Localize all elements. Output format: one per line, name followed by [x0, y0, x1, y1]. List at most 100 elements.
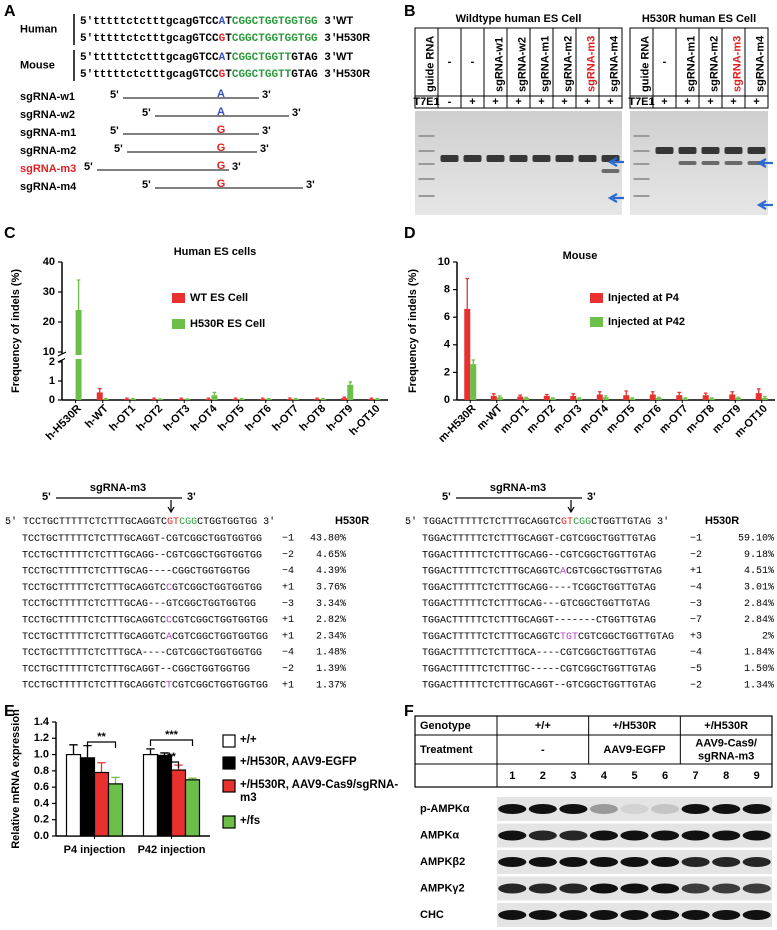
y-tick-label: 2 — [444, 366, 450, 378]
indel: −1 — [282, 534, 294, 545]
sequence-part: 5' — [405, 516, 423, 528]
bar — [374, 399, 381, 400]
percent: 1.34% — [744, 680, 774, 691]
bar — [151, 399, 158, 400]
blot-band — [620, 883, 649, 894]
indel: +1 — [282, 583, 294, 594]
three-prime: 3' — [260, 143, 269, 155]
y-tick-label: 40 — [43, 256, 55, 268]
axis-break — [57, 357, 67, 363]
sequence-part: 5'tttttctctttgcagGTCC — [80, 69, 219, 81]
error-bar — [544, 393, 549, 396]
sequence-part: TGT — [560, 631, 578, 642]
treatment: - — [541, 744, 545, 756]
blot-band — [559, 830, 588, 841]
legend-item: +/+ — [240, 734, 257, 746]
blot-band — [742, 883, 771, 894]
y-tick-label: 1.2 — [34, 732, 49, 744]
y-tick-label: 1.4 — [34, 716, 50, 728]
sequence-part: CTGGTTGTAG — [591, 517, 651, 528]
gel-band — [701, 147, 720, 154]
genotype: +/H530R — [613, 720, 657, 732]
blot-label: CHC — [420, 909, 444, 921]
y-tick-label: 1 — [49, 375, 55, 387]
chart-title: Mouse — [563, 250, 598, 262]
alignment-row: TCCTGCTTTTTCTCTTTGCAG---GTCGGCTGGTGGTGG — [22, 599, 256, 610]
sequence-part: TCCTGCTTTTTCTCTTTGCAGG--CGTCGGCTGGTGGTGG — [22, 550, 262, 561]
percent: 9.18% — [744, 550, 774, 561]
bar — [170, 769, 187, 837]
error-bar — [736, 396, 741, 398]
lane-number: 4 — [601, 770, 608, 782]
blot-band — [589, 910, 618, 920]
sequence: 5'tttttctctttgcagGTCCGTCGGCTGGTGGTGG 3' — [80, 33, 337, 45]
bar — [178, 399, 185, 400]
sequence-part: CGTCGGCTGGTTGTAG — [578, 631, 674, 642]
species-label: Mouse — [20, 59, 55, 71]
indel: −2 — [690, 680, 702, 691]
sequence-part: CGTCGGCTGGTTGTAG — [566, 566, 662, 577]
three-prime: 3' — [187, 491, 196, 503]
sgrna-target: G — [217, 124, 226, 136]
blot-band — [528, 830, 557, 841]
x-tick-label: h-OT1 — [107, 403, 138, 434]
error-bar — [677, 391, 682, 396]
lane-table — [414, 27, 623, 109]
error-bar — [158, 398, 162, 400]
error-bar — [185, 398, 190, 400]
error-bar — [69, 744, 78, 755]
panel-label: F — [404, 703, 414, 720]
gel-band — [747, 147, 766, 154]
enzyme-state: + — [492, 96, 498, 108]
sequence-part: TGGACTTTTTCTCTTTGCA----CGTCGGCTGGTTGTAG — [422, 648, 656, 659]
sequence-part: G — [219, 33, 226, 45]
lane-label: sgRNA-m1 — [539, 36, 551, 92]
legend-item: +/H530R, AAV9-EGFP — [240, 756, 357, 768]
percent: 3.34% — [316, 599, 346, 610]
sequence-part: TCCTGCTTTTTCTCTTTGCAGGTC — [22, 615, 166, 626]
sequence-part: 5' — [5, 516, 23, 528]
five-prime: 5' — [114, 143, 123, 155]
blot-band — [681, 883, 710, 894]
three-prime: 3' — [306, 179, 315, 191]
gel-band — [440, 155, 459, 162]
error-bar — [683, 397, 688, 399]
blot-band — [651, 883, 680, 894]
allele-label: H530R — [336, 68, 370, 80]
alignment-row: TGGACTTTTTCTCTTTGCAGGTCTGTCGTCGGCTGGTTGT… — [422, 631, 674, 642]
bar — [320, 399, 327, 400]
allele-label: H530R — [336, 32, 370, 44]
axis-break — [57, 351, 67, 357]
blot-band — [681, 830, 710, 841]
y-axis-title: Frequency of indels (%) — [10, 269, 22, 393]
lane-number: 7 — [693, 770, 699, 782]
sequence-part: GTAG — [291, 52, 318, 64]
alignment-row: TGGACTTTTTCTCTTTGCAG---GTCGGCTGGTTGTAG — [422, 599, 650, 610]
sgrna-name: sgRNA-w1 — [20, 91, 75, 103]
sequence-part: C — [166, 583, 172, 594]
error-bar — [266, 397, 271, 400]
gel-band — [701, 161, 720, 165]
x-tick-label: h-OT2 — [134, 403, 165, 434]
treatment: AAV9-EGFP — [603, 744, 665, 756]
bar — [238, 399, 245, 400]
sgrna-name: sgRNA-m4 — [20, 181, 77, 193]
bar — [96, 392, 103, 400]
ladder-band — [633, 163, 650, 165]
significance-label: ** — [97, 731, 106, 743]
sequence-part: GTAG — [291, 69, 318, 81]
sequence-part: CGTCGGCTGGTGGTGG — [172, 615, 268, 626]
significance-bracket — [86, 741, 117, 748]
blot-band — [528, 804, 557, 814]
sequence-part: T — [225, 52, 232, 64]
blot-band — [528, 910, 557, 920]
error-bar — [260, 397, 265, 400]
legend-item: +/fs — [240, 815, 260, 827]
sequence-part: TGGACTTTTTCTCTTTGCAG---GTCGGCTGGTTGTAG — [422, 599, 650, 610]
sequence-part: CGGCTGGTT — [232, 69, 292, 81]
error-bar — [146, 748, 155, 755]
treatment: AAV9-Cas9/ — [695, 737, 757, 749]
sequence-part: TCCTGCTTTTTCTCTTTGCAGGT--CGGCTGGTGGTGG — [22, 664, 250, 675]
sequence-part: TCCTGCTTTTTCTCTTTGCAGGTC — [22, 583, 166, 594]
blot-band — [620, 830, 649, 841]
